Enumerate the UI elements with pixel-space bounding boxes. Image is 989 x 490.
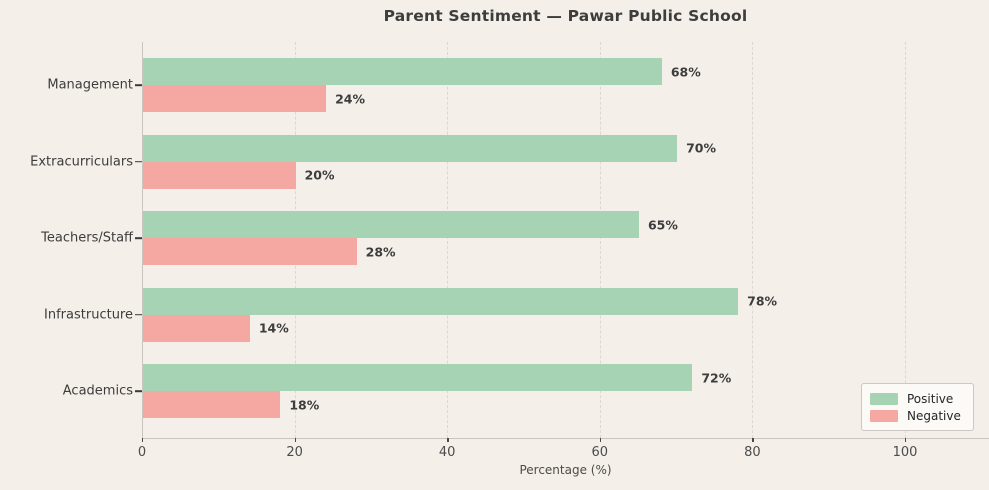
bar-positive-teachers-staff	[143, 211, 639, 238]
y-tick-mark	[135, 313, 142, 316]
value-label: 20%	[304, 167, 335, 183]
gridline-80	[752, 42, 754, 438]
legend-swatch-positive	[870, 392, 898, 405]
value-label: 18%	[289, 397, 320, 412]
y-tick-mark	[135, 237, 142, 239]
value-label: 28%	[365, 244, 396, 259]
x-tick-label: 40	[438, 445, 456, 460]
value-label: 70%	[686, 140, 717, 156]
bar-positive-academics	[143, 364, 693, 391]
x-tick-mark	[294, 438, 296, 442]
plot-area: 68% 24% 70% 20% 65% 28% 78% 14% 72% 18%	[142, 42, 989, 439]
bar-negative-infrastructure	[143, 314, 250, 342]
bar-positive-management	[143, 58, 662, 85]
x-tick-label: 60	[591, 445, 609, 460]
legend-item-negative: Negative	[870, 407, 965, 424]
legend: Positive Negative	[861, 383, 974, 431]
bar-negative-extracurriculars	[143, 161, 296, 189]
value-label: 68%	[670, 64, 701, 79]
bar-positive-infrastructure	[143, 287, 739, 315]
legend-label: Positive	[907, 391, 954, 406]
x-tick-label: 100	[892, 445, 918, 460]
x-tick-mark	[447, 438, 449, 442]
gridline-100	[905, 42, 906, 438]
x-tick-label: 80	[744, 445, 761, 460]
value-label: 14%	[258, 320, 289, 336]
x-tick-label: 20	[286, 445, 303, 460]
legend-item-positive: Positive	[870, 390, 965, 407]
value-label: 24%	[335, 91, 366, 106]
bar-negative-management	[143, 85, 327, 112]
bar-positive-extracurriculars	[143, 134, 678, 162]
y-axis-spine	[142, 42, 144, 438]
x-tick-mark	[905, 438, 907, 442]
gridline-40	[447, 42, 449, 438]
x-tick-mark	[599, 438, 602, 442]
y-tick-mark	[135, 160, 142, 163]
x-axis-spine	[142, 437, 989, 439]
x-axis-label: Percentage (%)	[519, 463, 612, 477]
y-tick-mark	[135, 390, 142, 392]
legend-label: Negative	[907, 408, 961, 423]
legend-swatch-negative	[870, 409, 898, 422]
x-tick-label: 0	[137, 445, 147, 460]
x-tick-mark	[142, 438, 144, 442]
x-tick-mark	[752, 438, 754, 442]
y-tick-label: Teachers/Staff	[41, 230, 133, 246]
y-tick-mark	[135, 84, 142, 86]
y-tick-label: Extracurriculars	[30, 154, 133, 169]
y-tick-label: Infrastructure	[44, 307, 133, 322]
chart-title: Parent Sentiment — Pawar Public School	[383, 7, 748, 25]
y-tick-label: Academics	[62, 383, 133, 399]
bar-negative-teachers-staff	[143, 238, 357, 265]
y-tick-label: Management	[47, 77, 133, 93]
value-label: 78%	[747, 293, 778, 309]
value-label: 72%	[701, 370, 732, 385]
bar-negative-academics	[143, 391, 281, 418]
value-label: 65%	[647, 217, 678, 232]
gridline-60	[599, 42, 601, 438]
